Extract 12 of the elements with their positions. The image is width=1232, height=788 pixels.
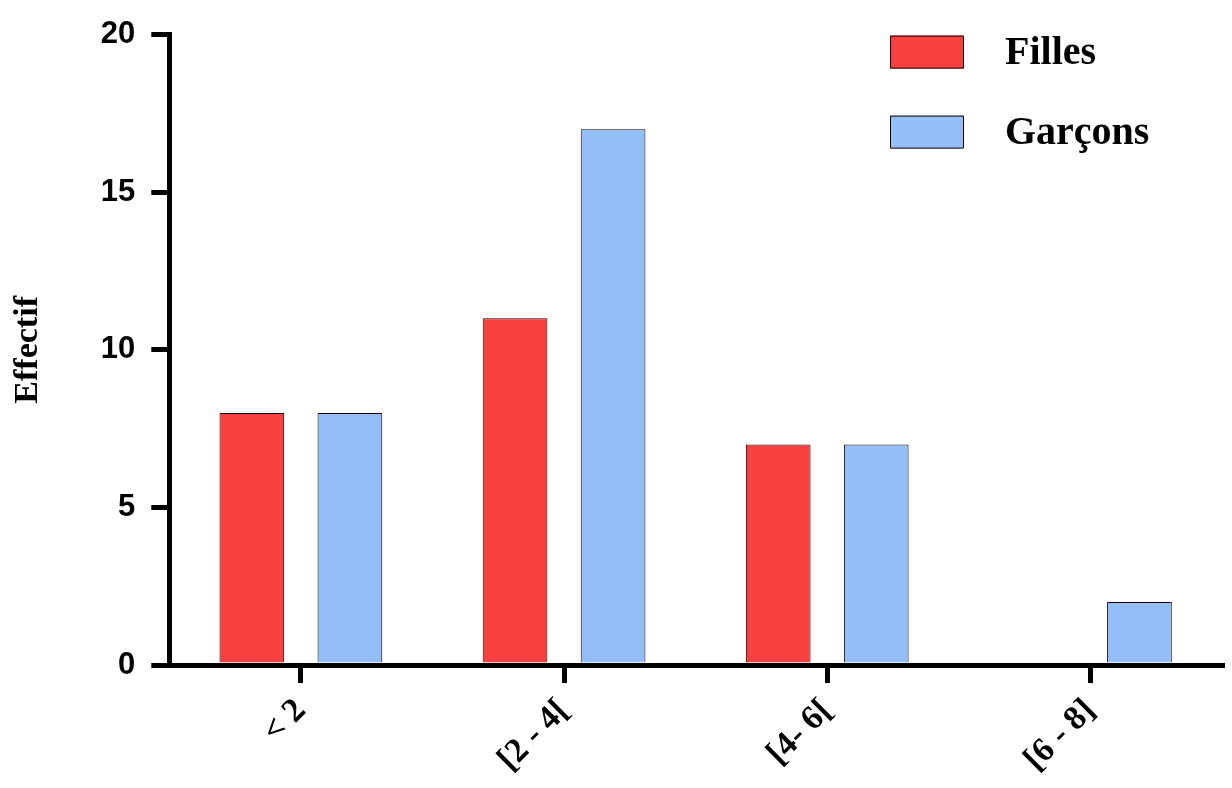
x-tick-label: [2 - 4[ — [488, 690, 576, 777]
legend-label: Filles — [1005, 28, 1097, 74]
y-tick-label: 10 — [100, 330, 136, 366]
y-tick-label: 5 — [118, 488, 136, 523]
x-tick-label: < 2 — [254, 690, 313, 749]
y-axis-title: Effectif — [7, 295, 45, 404]
y-tick-label: 15 — [100, 172, 136, 208]
legend-label: Garçons — [1005, 108, 1150, 154]
y-tick-label: 0 — [118, 645, 136, 681]
x-tick-label: [4- 6[ — [758, 690, 839, 771]
y-tick-label: 20 — [100, 15, 136, 51]
x-tick-label: [6 - 8] — [1015, 690, 1102, 777]
